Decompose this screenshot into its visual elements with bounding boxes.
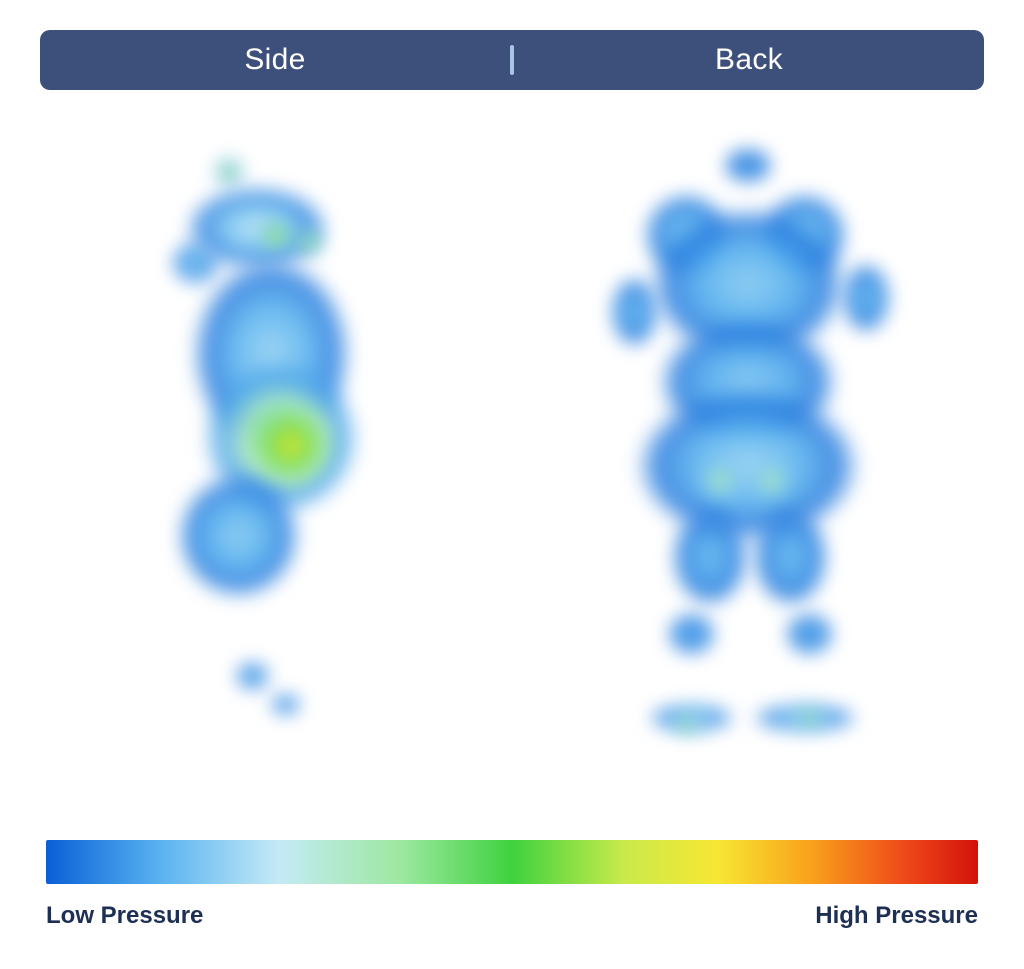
heat-blob-head <box>724 148 771 183</box>
heat-blob-thigh-l <box>672 508 748 606</box>
tab-side[interactable]: Side <box>40 30 510 90</box>
legend-low-label: Low Pressure <box>46 902 203 930</box>
heat-blob-shoulder-spot1 <box>257 218 295 253</box>
legend-gradient-bar <box>46 840 978 884</box>
heatmap-row <box>40 130 984 830</box>
tab-back[interactable]: Back <box>514 30 984 90</box>
tab-side-label: Side <box>244 43 305 77</box>
heat-blob-knee-dot <box>236 662 269 690</box>
heat-blob-calf-l <box>668 613 715 655</box>
legend-labels: Low Pressure High Pressure <box>46 902 978 930</box>
legend: Low Pressure High Pressure <box>40 840 984 930</box>
heat-blob-heel-green-l <box>675 716 699 734</box>
heat-blob-thigh <box>177 473 300 599</box>
heat-blob-hip-green-r <box>753 463 791 498</box>
heatmap-back <box>512 130 984 830</box>
pressure-map-figure: Side Back Low Pressure High Pressure <box>0 0 1024 969</box>
tab-back-label: Back <box>715 43 783 77</box>
heat-blob-hip-peak <box>248 403 333 487</box>
heat-blob-ear-dot <box>215 158 243 186</box>
heat-blob-calf-r <box>786 613 833 655</box>
heat-blob-arm-nub <box>172 242 219 284</box>
heatmap-side <box>40 130 512 830</box>
heat-blob-thigh-r <box>753 508 829 606</box>
heat-blob-hips <box>635 389 862 543</box>
heat-blob-arm-r <box>842 263 889 333</box>
legend-high-label: High Pressure <box>815 902 978 930</box>
heat-blob-heel-green-r <box>798 709 822 727</box>
heat-blob-hip-green-l <box>701 463 739 498</box>
heat-blob-foot-dot <box>271 694 299 715</box>
tab-bar: Side Back <box>40 30 984 90</box>
heat-blob-arm-l <box>611 277 658 347</box>
heat-blob-shoulder-spot2 <box>295 228 323 256</box>
